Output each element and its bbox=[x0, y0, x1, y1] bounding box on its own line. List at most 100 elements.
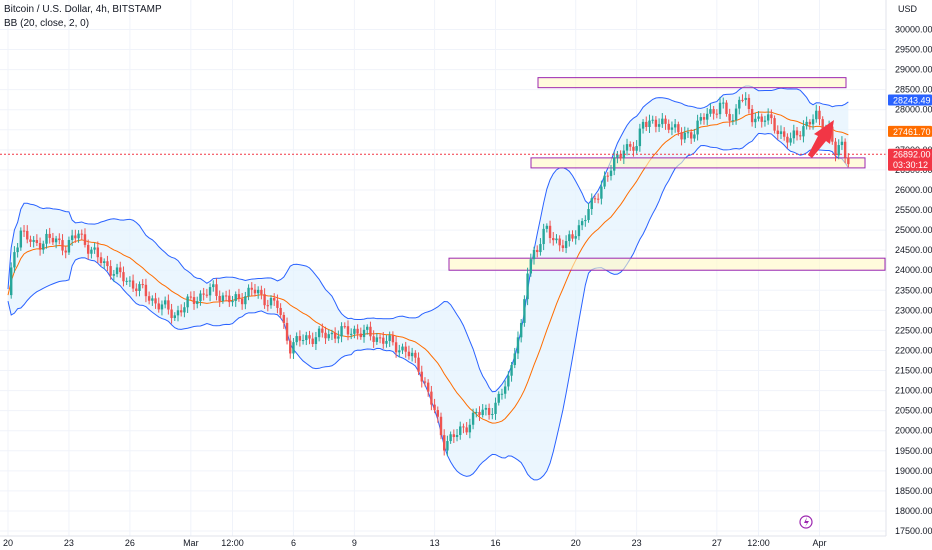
y-tick-label: 28500.00 bbox=[895, 85, 932, 95]
candle-body bbox=[90, 249, 93, 254]
middle-band-tag-bg bbox=[888, 125, 932, 137]
candle-body bbox=[622, 150, 626, 159]
candle-body bbox=[276, 300, 279, 308]
candle-body bbox=[394, 342, 398, 353]
x-tick-label: 6 bbox=[291, 538, 296, 548]
candle-body bbox=[385, 340, 388, 344]
candle-body bbox=[154, 298, 157, 304]
candle-body bbox=[760, 116, 763, 122]
y-tick-label: 19500.00 bbox=[895, 446, 932, 456]
candle-body bbox=[532, 249, 536, 260]
candle-body bbox=[526, 273, 529, 300]
bb-fill bbox=[8, 86, 849, 480]
x-tick-label: 20 bbox=[3, 538, 13, 548]
candle-body bbox=[587, 209, 590, 220]
candle-body bbox=[292, 342, 295, 354]
candle-body bbox=[212, 284, 215, 288]
candle-body bbox=[420, 371, 423, 382]
candle-body bbox=[417, 357, 420, 372]
candle-body bbox=[741, 99, 744, 101]
candle-body bbox=[317, 328, 321, 338]
candle-body bbox=[183, 307, 186, 313]
candle-body bbox=[478, 411, 481, 416]
candle-body bbox=[590, 198, 593, 210]
candle-body bbox=[494, 402, 497, 414]
candle-body bbox=[324, 332, 327, 339]
candle-body bbox=[135, 288, 138, 292]
candle-body bbox=[157, 303, 160, 310]
y-tick-label: 29500.00 bbox=[895, 45, 932, 55]
y-tick-label: 24500.00 bbox=[895, 245, 932, 255]
candle-body bbox=[125, 280, 128, 282]
candle-body bbox=[74, 235, 77, 239]
candle-body bbox=[340, 326, 343, 337]
candle-body bbox=[638, 128, 642, 147]
candle-body bbox=[584, 219, 587, 222]
candle-body bbox=[815, 110, 818, 120]
candle-body bbox=[593, 198, 597, 200]
candle-body bbox=[847, 157, 850, 165]
candle-body bbox=[414, 352, 417, 358]
x-tick-label: 26 bbox=[125, 538, 135, 548]
y-tick-label: 25000.00 bbox=[895, 225, 932, 235]
candle-body bbox=[455, 435, 459, 438]
candle-body bbox=[802, 126, 805, 137]
candle-body bbox=[782, 131, 786, 137]
candle-body bbox=[779, 131, 783, 135]
candle-body bbox=[221, 295, 225, 302]
candle-body bbox=[680, 132, 683, 140]
candle-body bbox=[648, 120, 651, 128]
candle-body bbox=[433, 404, 436, 411]
candle-body bbox=[237, 294, 241, 299]
candle-body bbox=[263, 294, 266, 306]
alert-icon[interactable] bbox=[799, 515, 813, 529]
candle-body bbox=[654, 119, 658, 127]
candle-body bbox=[218, 295, 221, 302]
candle-body bbox=[706, 113, 709, 120]
candle-body bbox=[606, 175, 609, 177]
candle-body bbox=[843, 141, 847, 158]
candle-body bbox=[131, 280, 135, 289]
candle-body bbox=[289, 340, 292, 354]
candle-body bbox=[362, 329, 366, 338]
candle-body bbox=[811, 119, 815, 125]
candle-body bbox=[709, 109, 712, 114]
candle-body bbox=[487, 407, 491, 415]
candle-body bbox=[372, 336, 375, 342]
candle-body bbox=[738, 99, 741, 109]
candle-body bbox=[163, 300, 167, 305]
candle-body bbox=[388, 335, 391, 341]
zone-rect bbox=[537, 77, 847, 89]
candle-body bbox=[722, 102, 725, 104]
candle-body bbox=[667, 123, 670, 130]
candle-body bbox=[449, 434, 452, 442]
candle-body bbox=[712, 109, 715, 114]
x-tick-label: 23 bbox=[632, 538, 642, 548]
support-resistance-zones[interactable] bbox=[448, 77, 886, 271]
price-axis[interactable]: USD 30000.00 29500.00 29000.00 28500.00 28000… bbox=[885, 0, 932, 536]
y-tick-label: 20000.00 bbox=[895, 426, 932, 436]
candle-body bbox=[301, 340, 305, 342]
candle-body bbox=[282, 314, 286, 323]
y-tick-label: 18500.00 bbox=[895, 486, 932, 496]
candle-body bbox=[382, 337, 385, 344]
candle-body bbox=[773, 118, 776, 131]
time-axis[interactable]: 20 23 26 Mar 12:00 6 9 13 16 20 23 27 12:00 Apr bbox=[0, 535, 886, 548]
x-tick-label: Apr bbox=[812, 538, 826, 548]
last-price-tag-countdown: 03:30:12 bbox=[893, 160, 928, 170]
candle-body bbox=[349, 333, 353, 335]
x-tick-label: 23 bbox=[64, 538, 74, 548]
candle-body bbox=[86, 244, 90, 254]
candle-body bbox=[42, 243, 45, 250]
candle-body bbox=[167, 300, 170, 310]
direction-arrow[interactable] bbox=[808, 120, 834, 158]
candle-body bbox=[356, 328, 359, 334]
candle-body bbox=[295, 336, 298, 343]
y-tick-label: 28000.00 bbox=[895, 105, 932, 115]
candle-body bbox=[308, 335, 311, 339]
indicator-legend[interactable]: BB (20, close, 2, 0) bbox=[4, 18, 90, 29]
candle-body bbox=[436, 410, 439, 417]
candle-body bbox=[64, 250, 67, 253]
candle-body bbox=[346, 326, 350, 335]
